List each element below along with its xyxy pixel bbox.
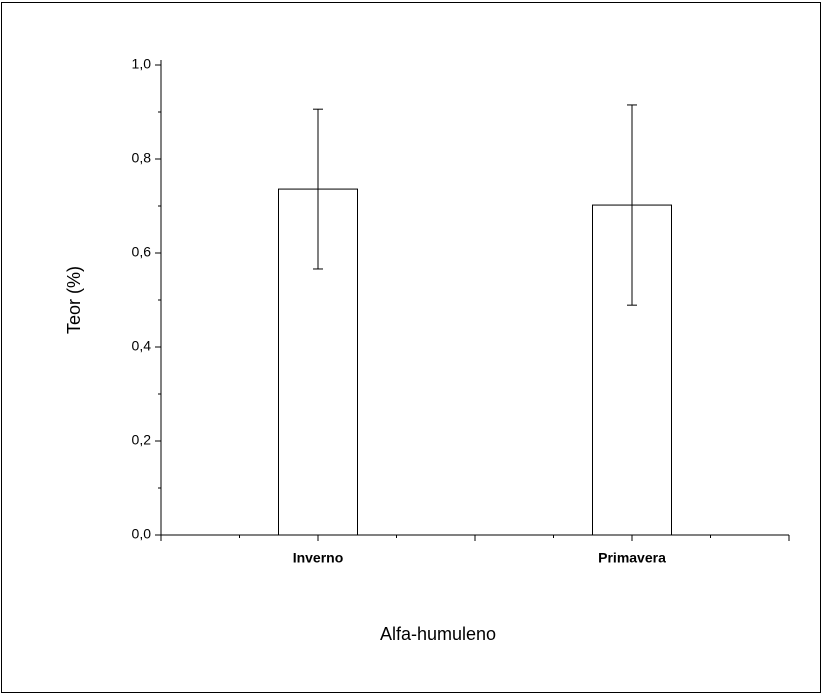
y-tick-label: 0,2 (132, 432, 152, 448)
y-tick-label: 0,0 (132, 526, 152, 542)
error-bar (627, 104, 637, 306)
x-axis-title: Alfa-humuleno (380, 624, 496, 644)
y-tick-label: 1,0 (132, 56, 152, 72)
y-tick-label: 0,4 (132, 338, 152, 354)
y-tick-label: 0,8 (132, 150, 152, 166)
error-bar (313, 108, 323, 270)
y-axis-title: Teor (%) (64, 266, 84, 334)
x-tick-label: Inverno (293, 550, 344, 566)
y-tick-label: 0,6 (132, 244, 152, 260)
x-tick-label: Primavera (598, 550, 666, 566)
